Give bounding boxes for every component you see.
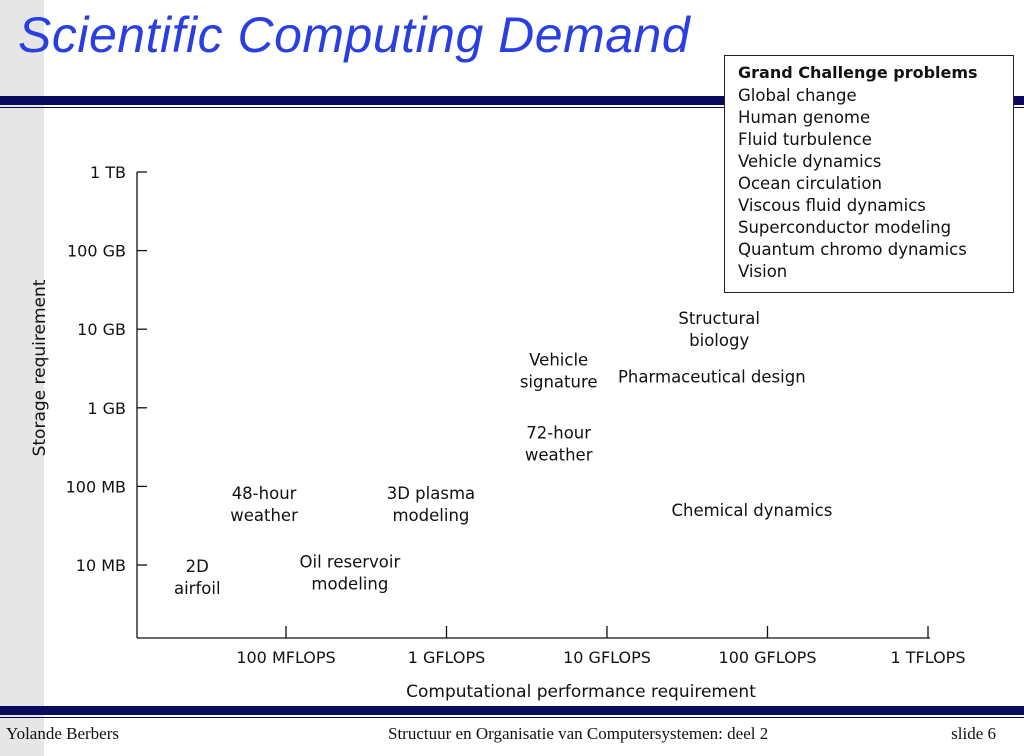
- application-label: airfoil: [174, 579, 221, 598]
- grand-challenge-box: Grand Challenge problems Global change H…: [724, 55, 1014, 293]
- application-label: 72-hour: [526, 424, 591, 443]
- x-tick-label: 10 GFLOPS: [563, 648, 651, 667]
- y-tick-label: 1 GB: [87, 399, 126, 418]
- x-tick-label: 1 TFLOPS: [891, 648, 966, 667]
- grand-challenge-item: Fluid turbulence: [738, 130, 872, 149]
- header-rule: [0, 96, 1024, 105]
- footer-rule-thin: [0, 717, 1024, 718]
- x-tick-label: 1 GFLOPS: [408, 648, 486, 667]
- application-label: 48-hour: [232, 484, 297, 503]
- left-margin-band: [0, 0, 44, 756]
- grand-challenge-item: Viscous fluid dynamics: [738, 196, 926, 215]
- grand-challenge-item: Vehicle dynamics: [738, 152, 882, 171]
- application-label: modeling: [311, 575, 388, 594]
- y-tick-label: 10 GB: [77, 320, 126, 339]
- slide-title: Scientific Computing Demand: [18, 7, 691, 63]
- y-tick-label: 100 GB: [67, 242, 126, 261]
- header-rule-thin: [0, 107, 1024, 108]
- x-axis-label: Computational performance requirement: [406, 682, 756, 702]
- application-label: biology: [689, 331, 749, 350]
- application-label: 3D plasma: [387, 484, 475, 503]
- grand-challenge-item: Quantum chromo dynamics: [738, 240, 967, 259]
- y-tick-label: 1 TB: [90, 163, 126, 182]
- application-label: 2D: [186, 557, 209, 576]
- x-tick-label: 100 MFLOPS: [236, 648, 335, 667]
- footer-rule: [0, 706, 1024, 715]
- grand-challenge-item: Global change: [738, 86, 857, 105]
- application-label: Structural: [678, 309, 760, 328]
- x-tick-label: 100 GFLOPS: [719, 648, 817, 667]
- grand-challenge-item: Vision: [738, 262, 788, 281]
- application-label: signature: [520, 372, 598, 391]
- y-tick-label: 100 MB: [66, 477, 126, 496]
- application-label: weather: [525, 446, 593, 465]
- footer-slide-number: slide 6: [951, 724, 996, 743]
- grand-challenge-item: Human genome: [738, 108, 871, 127]
- grand-challenge-item: Ocean circulation: [738, 174, 882, 193]
- application-label: Vehicle: [529, 350, 588, 369]
- application-label: Pharmaceutical design: [618, 368, 806, 387]
- footer-author: Yolande Berbers: [6, 724, 120, 743]
- grand-challenge-title: Grand Challenge problems: [738, 63, 978, 82]
- y-tick-label: 10 MB: [76, 556, 126, 575]
- footer-course: Structuur en Organisatie van Computersys…: [388, 724, 769, 743]
- application-label: weather: [230, 506, 298, 525]
- y-axis-label: Storage requirement: [30, 279, 50, 456]
- application-label: Chemical dynamics: [671, 501, 832, 520]
- application-label: Oil reservoir: [300, 553, 401, 572]
- grand-challenge-item: Superconductor modeling: [738, 218, 952, 237]
- application-label: modeling: [392, 506, 469, 525]
